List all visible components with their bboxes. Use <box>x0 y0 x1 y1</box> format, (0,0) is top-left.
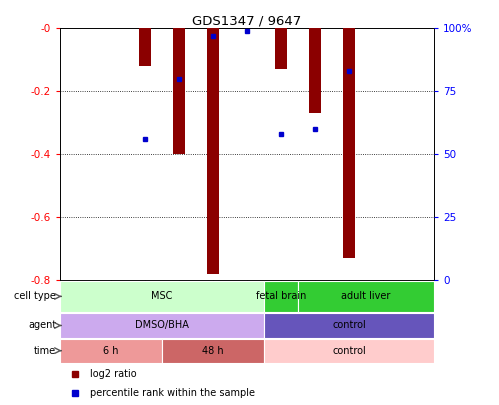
Bar <box>309 28 321 113</box>
Bar <box>173 28 185 154</box>
Text: percentile rank within the sample: percentile rank within the sample <box>90 388 255 398</box>
Text: time: time <box>34 345 56 356</box>
Bar <box>162 339 264 363</box>
Text: fetal brain: fetal brain <box>256 292 306 301</box>
Text: control: control <box>332 345 366 356</box>
Bar <box>264 339 434 363</box>
Text: control: control <box>332 320 366 330</box>
Text: cell type: cell type <box>14 292 56 301</box>
Bar <box>275 28 287 69</box>
Bar <box>298 281 434 312</box>
Text: 6 h: 6 h <box>103 345 119 356</box>
Text: MSC: MSC <box>151 292 173 301</box>
Bar <box>264 313 434 337</box>
Text: DMSO/BHA: DMSO/BHA <box>135 320 189 330</box>
Bar <box>60 281 264 312</box>
Title: GDS1347 / 9647: GDS1347 / 9647 <box>193 14 301 27</box>
Text: 48 h: 48 h <box>202 345 224 356</box>
Text: log2 ratio: log2 ratio <box>90 369 136 379</box>
Bar <box>207 28 219 274</box>
Bar <box>60 339 162 363</box>
Bar <box>264 281 298 312</box>
Text: agent: agent <box>28 320 56 330</box>
Bar <box>60 313 264 337</box>
Text: adult liver: adult liver <box>341 292 391 301</box>
Bar <box>139 28 151 66</box>
Bar <box>343 28 355 258</box>
